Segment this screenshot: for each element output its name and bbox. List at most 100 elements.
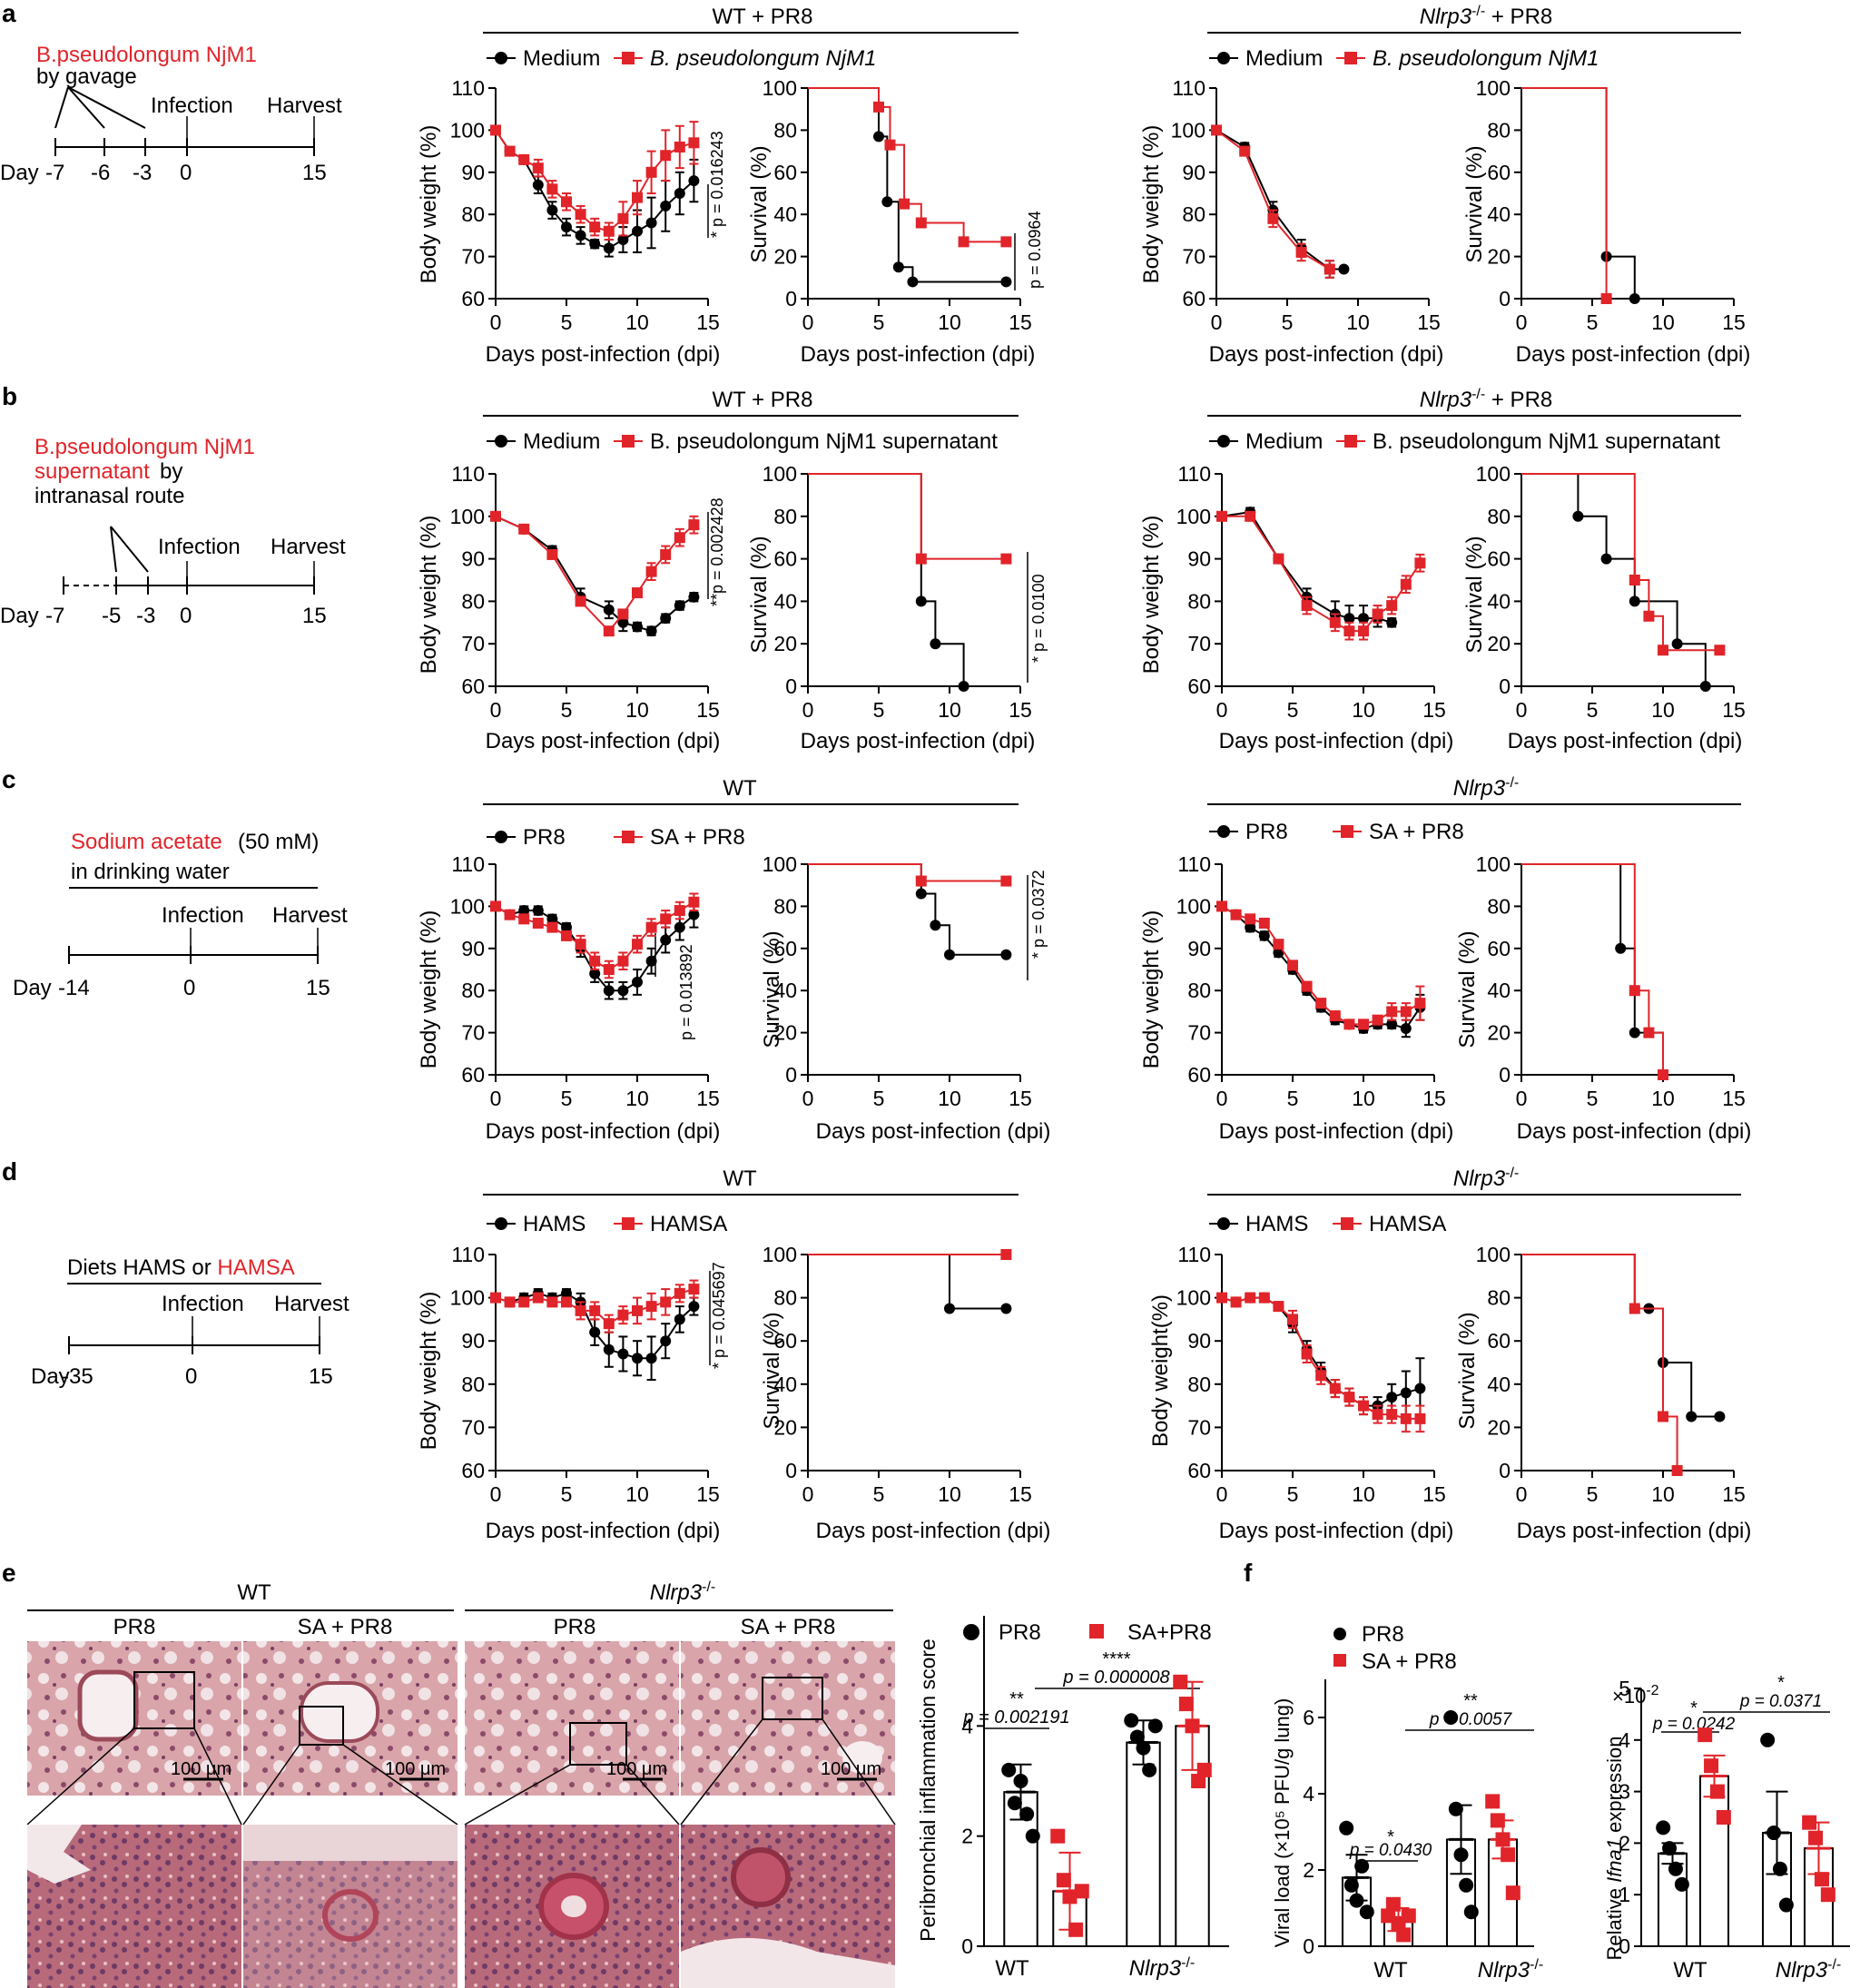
- histo-ko-header: Nlrp3-/-: [650, 1580, 715, 1605]
- x-tick-label: 0: [1516, 1087, 1528, 1110]
- histo-wt-header: WT: [237, 1580, 271, 1605]
- y-tick-label: 40: [1487, 202, 1511, 226]
- y-tick-label: 100: [1176, 894, 1211, 918]
- x-tick-label: 0: [802, 1087, 814, 1110]
- panel-letter-f: f: [1244, 1559, 1253, 1587]
- data-point: [1056, 1873, 1071, 1888]
- chart-f-viral: 0 2 4 6: [1303, 1679, 1534, 1958]
- y-tick-label: 100: [1476, 76, 1511, 100]
- data-point: [1354, 1858, 1370, 1874]
- scheme-c-tick: 15: [306, 976, 330, 1000]
- scheme-c-dose: (50 mM): [238, 830, 319, 854]
- data-point: [1629, 1027, 1640, 1038]
- y-tick-label: 2: [1303, 1858, 1314, 1882]
- legend-e-0: PR8: [999, 1620, 1041, 1645]
- data-point: [1216, 1292, 1227, 1304]
- x-tick-label: 15: [1722, 310, 1746, 334]
- data-point: [1443, 1710, 1459, 1725]
- data-point: [1668, 1861, 1683, 1876]
- ylabel-d-ko-surv: Survival (%): [1455, 1312, 1480, 1429]
- data-point: [632, 192, 643, 203]
- y-tick-label: 40: [773, 202, 797, 226]
- xlabel-c-wt-weight: Days post-infection (dpi): [486, 1119, 721, 1144]
- data-point: [589, 1326, 601, 1338]
- scheme-c-infection: Infection: [162, 903, 244, 928]
- data-point: [1459, 1877, 1474, 1893]
- sig-c-wt-surv: * p = 0.0372: [1029, 870, 1048, 959]
- data-point: [1267, 212, 1279, 224]
- data-point: [561, 921, 572, 933]
- x-tick-label: 15: [1422, 698, 1446, 722]
- ylabel-c-wt-surv: Survival (%): [760, 930, 784, 1048]
- y-tick-label: 70: [1187, 1415, 1211, 1439]
- y-tick-label: 40: [773, 979, 797, 1002]
- x-tick-label: 0: [802, 1482, 814, 1506]
- header-c-wt: WT: [723, 776, 757, 801]
- data-point: [518, 153, 530, 165]
- data-point: [1287, 960, 1298, 971]
- survival-curve: [808, 87, 1007, 283]
- xlabel-f-ifna-ko-gene: Nlrp3: [1776, 1958, 1828, 1983]
- series-line: [1215, 129, 1344, 271]
- data-point: [1704, 1758, 1719, 1774]
- data-point: [1124, 1713, 1139, 1728]
- scale-bar-label: 100 μm: [171, 1759, 231, 1779]
- sig-b-wt-surv: * p = 0.0100: [1029, 574, 1048, 663]
- x-tick-label: 5: [873, 1087, 885, 1110]
- legend-a-wt-0: Medium: [523, 46, 600, 71]
- scale-bar-label: 100 μm: [821, 1759, 881, 1779]
- scheme-c-tick: -14: [58, 976, 90, 1000]
- data-point: [1463, 1904, 1479, 1920]
- data-point: [660, 150, 672, 162]
- histo-col-label: PR8: [554, 1615, 596, 1639]
- data-point: [1386, 1409, 1398, 1421]
- x-tick-label: 15: [1722, 698, 1746, 722]
- x-tick-label: 15: [1722, 1087, 1746, 1110]
- data-point: [1662, 1841, 1678, 1856]
- x-tick-label: 10: [1651, 1087, 1675, 1110]
- y-tick-label: 20: [773, 1021, 797, 1045]
- micrograph-ko-sa-pr8: 100 μm: [681, 1641, 895, 1796]
- data-point: [1273, 947, 1284, 959]
- data-point: [1245, 913, 1256, 925]
- survival-curve: [808, 473, 965, 686]
- data-point: [1400, 1387, 1412, 1399]
- micrograph-ko-pr8: 100 μm: [465, 1641, 679, 1796]
- scale-bar-label: 100 μm: [385, 1759, 446, 1779]
- legend-a-ko-0: Medium: [1245, 46, 1323, 71]
- data-point: [561, 1287, 572, 1299]
- y-tick-label: 100: [450, 1286, 485, 1310]
- data-point: [1258, 930, 1270, 941]
- survival-curve: [1521, 863, 1664, 1075]
- x-tick-label: 5: [1587, 310, 1599, 334]
- y-tick-label: 0: [785, 1063, 797, 1087]
- y-tick-label: 60: [773, 547, 797, 571]
- sig-a-wt-surv: p = 0.0964: [1026, 211, 1044, 289]
- scheme-c-day: Day: [13, 976, 52, 1000]
- data-point: [617, 616, 629, 628]
- sig-a-wt-weight: * p = 0.016243: [708, 131, 726, 238]
- chart-d-wt-survival: 0 20 40 60 80 100 0 5 10 15: [763, 1243, 1032, 1506]
- x-tick-label: 5: [1587, 1482, 1599, 1506]
- data-point: [1401, 1908, 1416, 1924]
- data-point: [1414, 1412, 1426, 1424]
- legend-f-1: SA + PR8: [1362, 1649, 1457, 1674]
- data-point: [1074, 1884, 1089, 1899]
- data-point: [1671, 1465, 1683, 1476]
- data-point: [1658, 1411, 1668, 1422]
- xlabel-e-ko-gene: Nlrp3: [1129, 1956, 1182, 1981]
- y-tick-label: 100: [763, 1243, 797, 1266]
- data-point: [518, 913, 530, 925]
- x-tick-label: 5: [561, 698, 573, 722]
- y-tick-label: 60: [773, 937, 797, 960]
- data-point: [589, 238, 601, 250]
- y-tick-label: 20: [1487, 632, 1511, 655]
- data-point: [1019, 1806, 1035, 1822]
- sig-e-outer-p: p = 0.000008: [1062, 1668, 1169, 1688]
- zoom-ko-sa-pr8: [681, 1825, 895, 1988]
- data-point: [1301, 1348, 1313, 1360]
- y-tick-label: 0: [961, 1934, 973, 1958]
- y-tick-label: 100: [1171, 118, 1206, 142]
- y-tick-label: 90: [1187, 547, 1211, 571]
- data-point: [1400, 1022, 1412, 1034]
